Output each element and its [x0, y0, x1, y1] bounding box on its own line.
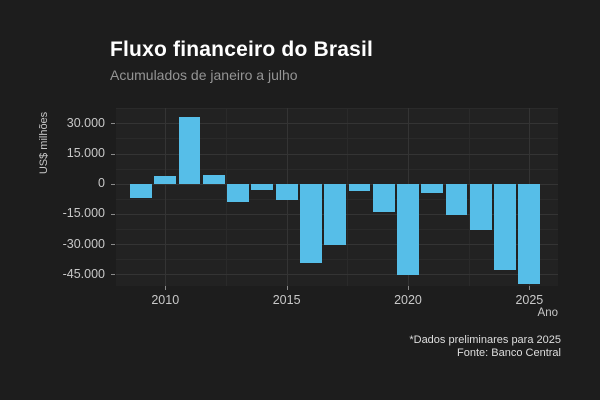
y-tick-mark	[111, 123, 115, 125]
bar-2009	[130, 183, 152, 198]
gridline-horizontal-minor	[116, 259, 558, 261]
chart-caption: *Dados preliminares para 2025 Fonte: Ban…	[409, 334, 561, 360]
y-tick-mark	[111, 153, 115, 155]
bar-2024	[494, 183, 516, 271]
y-tick-label: -45.000	[62, 266, 105, 281]
caption-note: *Dados preliminares para 2025	[409, 334, 561, 346]
x-tick-mark	[529, 286, 531, 290]
x-tick-label: 2015	[272, 293, 301, 307]
bar-2017	[324, 183, 347, 245]
y-tick-mark	[111, 244, 115, 246]
x-tick-label: 2025	[515, 293, 544, 307]
bar-2025	[518, 183, 541, 284]
bar-2016	[299, 183, 322, 263]
y-tick-mark	[111, 213, 115, 215]
bar-2018	[348, 183, 371, 192]
y-tick-label: -30.000	[62, 236, 105, 251]
y-tick-label: 15.000	[66, 146, 105, 161]
chart-subtitle: Acumulados de janeiro a julho	[110, 67, 298, 83]
gridline-horizontal-minor	[116, 138, 558, 140]
plot-panel	[116, 108, 558, 286]
bar-2020	[397, 183, 419, 275]
y-tick-mark	[111, 183, 115, 185]
gridline-horizontal-minor	[116, 168, 558, 170]
gridline-vertical-minor	[225, 108, 227, 286]
x-tick-mark	[407, 286, 409, 290]
bar-2013	[227, 183, 249, 203]
bar-2011	[178, 117, 201, 184]
gridline-horizontal-major	[116, 153, 558, 155]
gridline-horizontal-major	[116, 274, 558, 276]
y-tick-mark	[111, 274, 115, 276]
y-tick-label: -15.000	[62, 206, 105, 221]
bar-2023	[469, 183, 492, 231]
bar-2014	[251, 183, 274, 190]
bar-2022	[445, 183, 468, 215]
x-tick-label: 2020	[394, 293, 422, 307]
x-axis-title: Ano	[537, 307, 558, 319]
bar-2015	[275, 183, 298, 200]
y-tick-label: 0	[98, 176, 105, 191]
gridline-vertical-minor	[347, 108, 349, 286]
bar-2012	[202, 175, 225, 184]
y-tick-label: 30.000	[66, 115, 105, 130]
x-tick-mark	[165, 286, 167, 290]
bar-2021	[421, 183, 444, 194]
x-tick-mark	[286, 286, 288, 290]
gridline-horizontal-minor	[116, 108, 558, 110]
bar-2010	[154, 176, 177, 184]
bar-2019	[372, 183, 395, 213]
gridline-vertical-major	[165, 108, 167, 286]
chart-title: Fluxo financeiro do Brasil	[110, 38, 374, 61]
gridline-horizontal-major	[116, 123, 558, 125]
caption-source: Fonte: Banco Central	[457, 347, 561, 359]
x-tick-label: 2010	[151, 293, 180, 307]
gridline-vertical-minor	[468, 108, 470, 286]
